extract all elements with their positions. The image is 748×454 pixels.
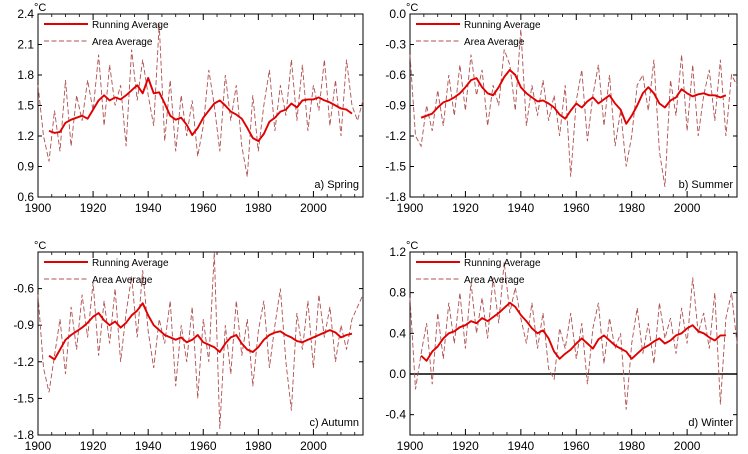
x-tick-label: 1960 — [563, 439, 590, 453]
chart-panel-3: -1.8 -1.5 -1.2 -0.9 -0.6 1900 1920 1940 1960 1980… — [13, 240, 364, 453]
panel-label: a) Spring — [314, 179, 359, 191]
running-average-line — [48, 302, 353, 361]
running-average-line — [48, 77, 353, 143]
x-tick-label: 1940 — [135, 201, 162, 215]
y-tick-label: -1.5 — [385, 160, 406, 174]
x-tick-label: 1940 — [507, 201, 534, 215]
unit-label: °C — [406, 2, 418, 14]
panel-label: d) Winter — [688, 417, 733, 429]
legend-area-label: Area Average — [464, 37, 525, 48]
x-tick-label: 1920 — [80, 439, 107, 453]
x-tick-label: 1900 — [25, 201, 52, 215]
x-tick-label: 1900 — [397, 201, 424, 215]
legend-area-label: Area Average — [464, 275, 525, 286]
running-average-line — [420, 68, 727, 125]
plot-frame — [37, 251, 364, 436]
plot-frame — [37, 13, 364, 198]
x-tick-label: 2000 — [300, 201, 327, 215]
unit-label: °C — [406, 240, 418, 252]
plot-frame — [409, 251, 738, 436]
y-tick-label: -0.9 — [13, 318, 34, 332]
x-tick-label: 1980 — [245, 201, 272, 215]
legend-running-label: Running Average — [92, 258, 169, 269]
legend-area-label: Area Average — [92, 275, 153, 286]
area-average-line — [409, 29, 738, 187]
y-tick-label: -0.4 — [385, 408, 406, 422]
x-tick-label: 1980 — [618, 439, 645, 453]
legend-running-label: Running Average — [92, 20, 169, 31]
x-tick-label: 1960 — [563, 201, 590, 215]
running-average-line — [420, 301, 726, 362]
area-average-line — [409, 262, 738, 410]
x-tick-label: 1980 — [618, 201, 645, 215]
x-tick-label: 2000 — [674, 201, 701, 215]
y-tick-label: -0.6 — [385, 68, 406, 82]
chart-panel-4: -0.4 0.0 0.4 0.8 1.2 1900 1920 1940 1960 1980 2000… — [385, 240, 738, 453]
y-tick-label: 1.8 — [17, 68, 34, 82]
y-tick-label: 1.2 — [17, 129, 34, 143]
x-tick-label: 1920 — [80, 201, 107, 215]
x-tick-label: 1960 — [190, 439, 217, 453]
x-tick-label: 1940 — [507, 439, 534, 453]
area-average-line — [37, 251, 364, 429]
y-tick-label: 1.2 — [389, 245, 406, 259]
area-average-line — [37, 24, 364, 177]
legend-running-label: Running Average — [464, 20, 541, 31]
y-tick-label: 2.1 — [17, 38, 34, 52]
y-tick-label: -0.3 — [385, 38, 406, 52]
y-tick-label: -1.5 — [13, 391, 34, 405]
y-tick-label: 2.4 — [17, 7, 34, 21]
unit-label: °C — [34, 2, 46, 14]
x-tick-label: 1920 — [452, 439, 479, 453]
y-tick-label: -1.2 — [13, 355, 34, 369]
legend-running-label: Running Average — [464, 258, 541, 269]
legend-area-label: Area Average — [92, 37, 153, 48]
plot-frame — [409, 13, 738, 198]
x-tick-label: 1900 — [397, 439, 424, 453]
y-tick-label: -0.9 — [385, 99, 406, 113]
panel-label: b) Summer — [679, 179, 734, 191]
chart-panel-2: -1.8 -1.5 -1.2 -0.9 -0.6 -0.3 0.0 1900 1920 1940 1… — [385, 2, 738, 215]
y-tick-label: -0.6 — [13, 282, 34, 296]
y-tick-label: 0.4 — [389, 326, 406, 340]
y-tick-label: 1.5 — [17, 99, 34, 113]
y-tick-label: -1.8 — [385, 190, 406, 204]
x-tick-label: 2000 — [674, 439, 701, 453]
y-tick-label: 0.6 — [17, 190, 34, 204]
x-tick-label: 1900 — [25, 439, 52, 453]
y-tick-label: -1.8 — [13, 428, 34, 442]
x-tick-label: 1920 — [452, 201, 479, 215]
y-tick-label: -1.2 — [385, 129, 406, 143]
x-tick-label: 1940 — [135, 439, 162, 453]
y-tick-label: 0.0 — [389, 367, 406, 381]
x-tick-label: 2000 — [300, 439, 327, 453]
x-tick-label: 1960 — [190, 201, 217, 215]
panel-label: c) Autumn — [309, 417, 359, 429]
x-tick-label: 1980 — [245, 439, 272, 453]
unit-label: °C — [34, 240, 46, 252]
y-tick-label: 0.0 — [389, 7, 406, 21]
chart-panel-1: 0.6 0.9 1.2 1.5 1.8 2.1 2.4 1900 1920 1940 1960 198… — [17, 2, 364, 215]
y-tick-label: 0.8 — [389, 286, 406, 300]
y-tick-label: 0.9 — [17, 160, 34, 174]
